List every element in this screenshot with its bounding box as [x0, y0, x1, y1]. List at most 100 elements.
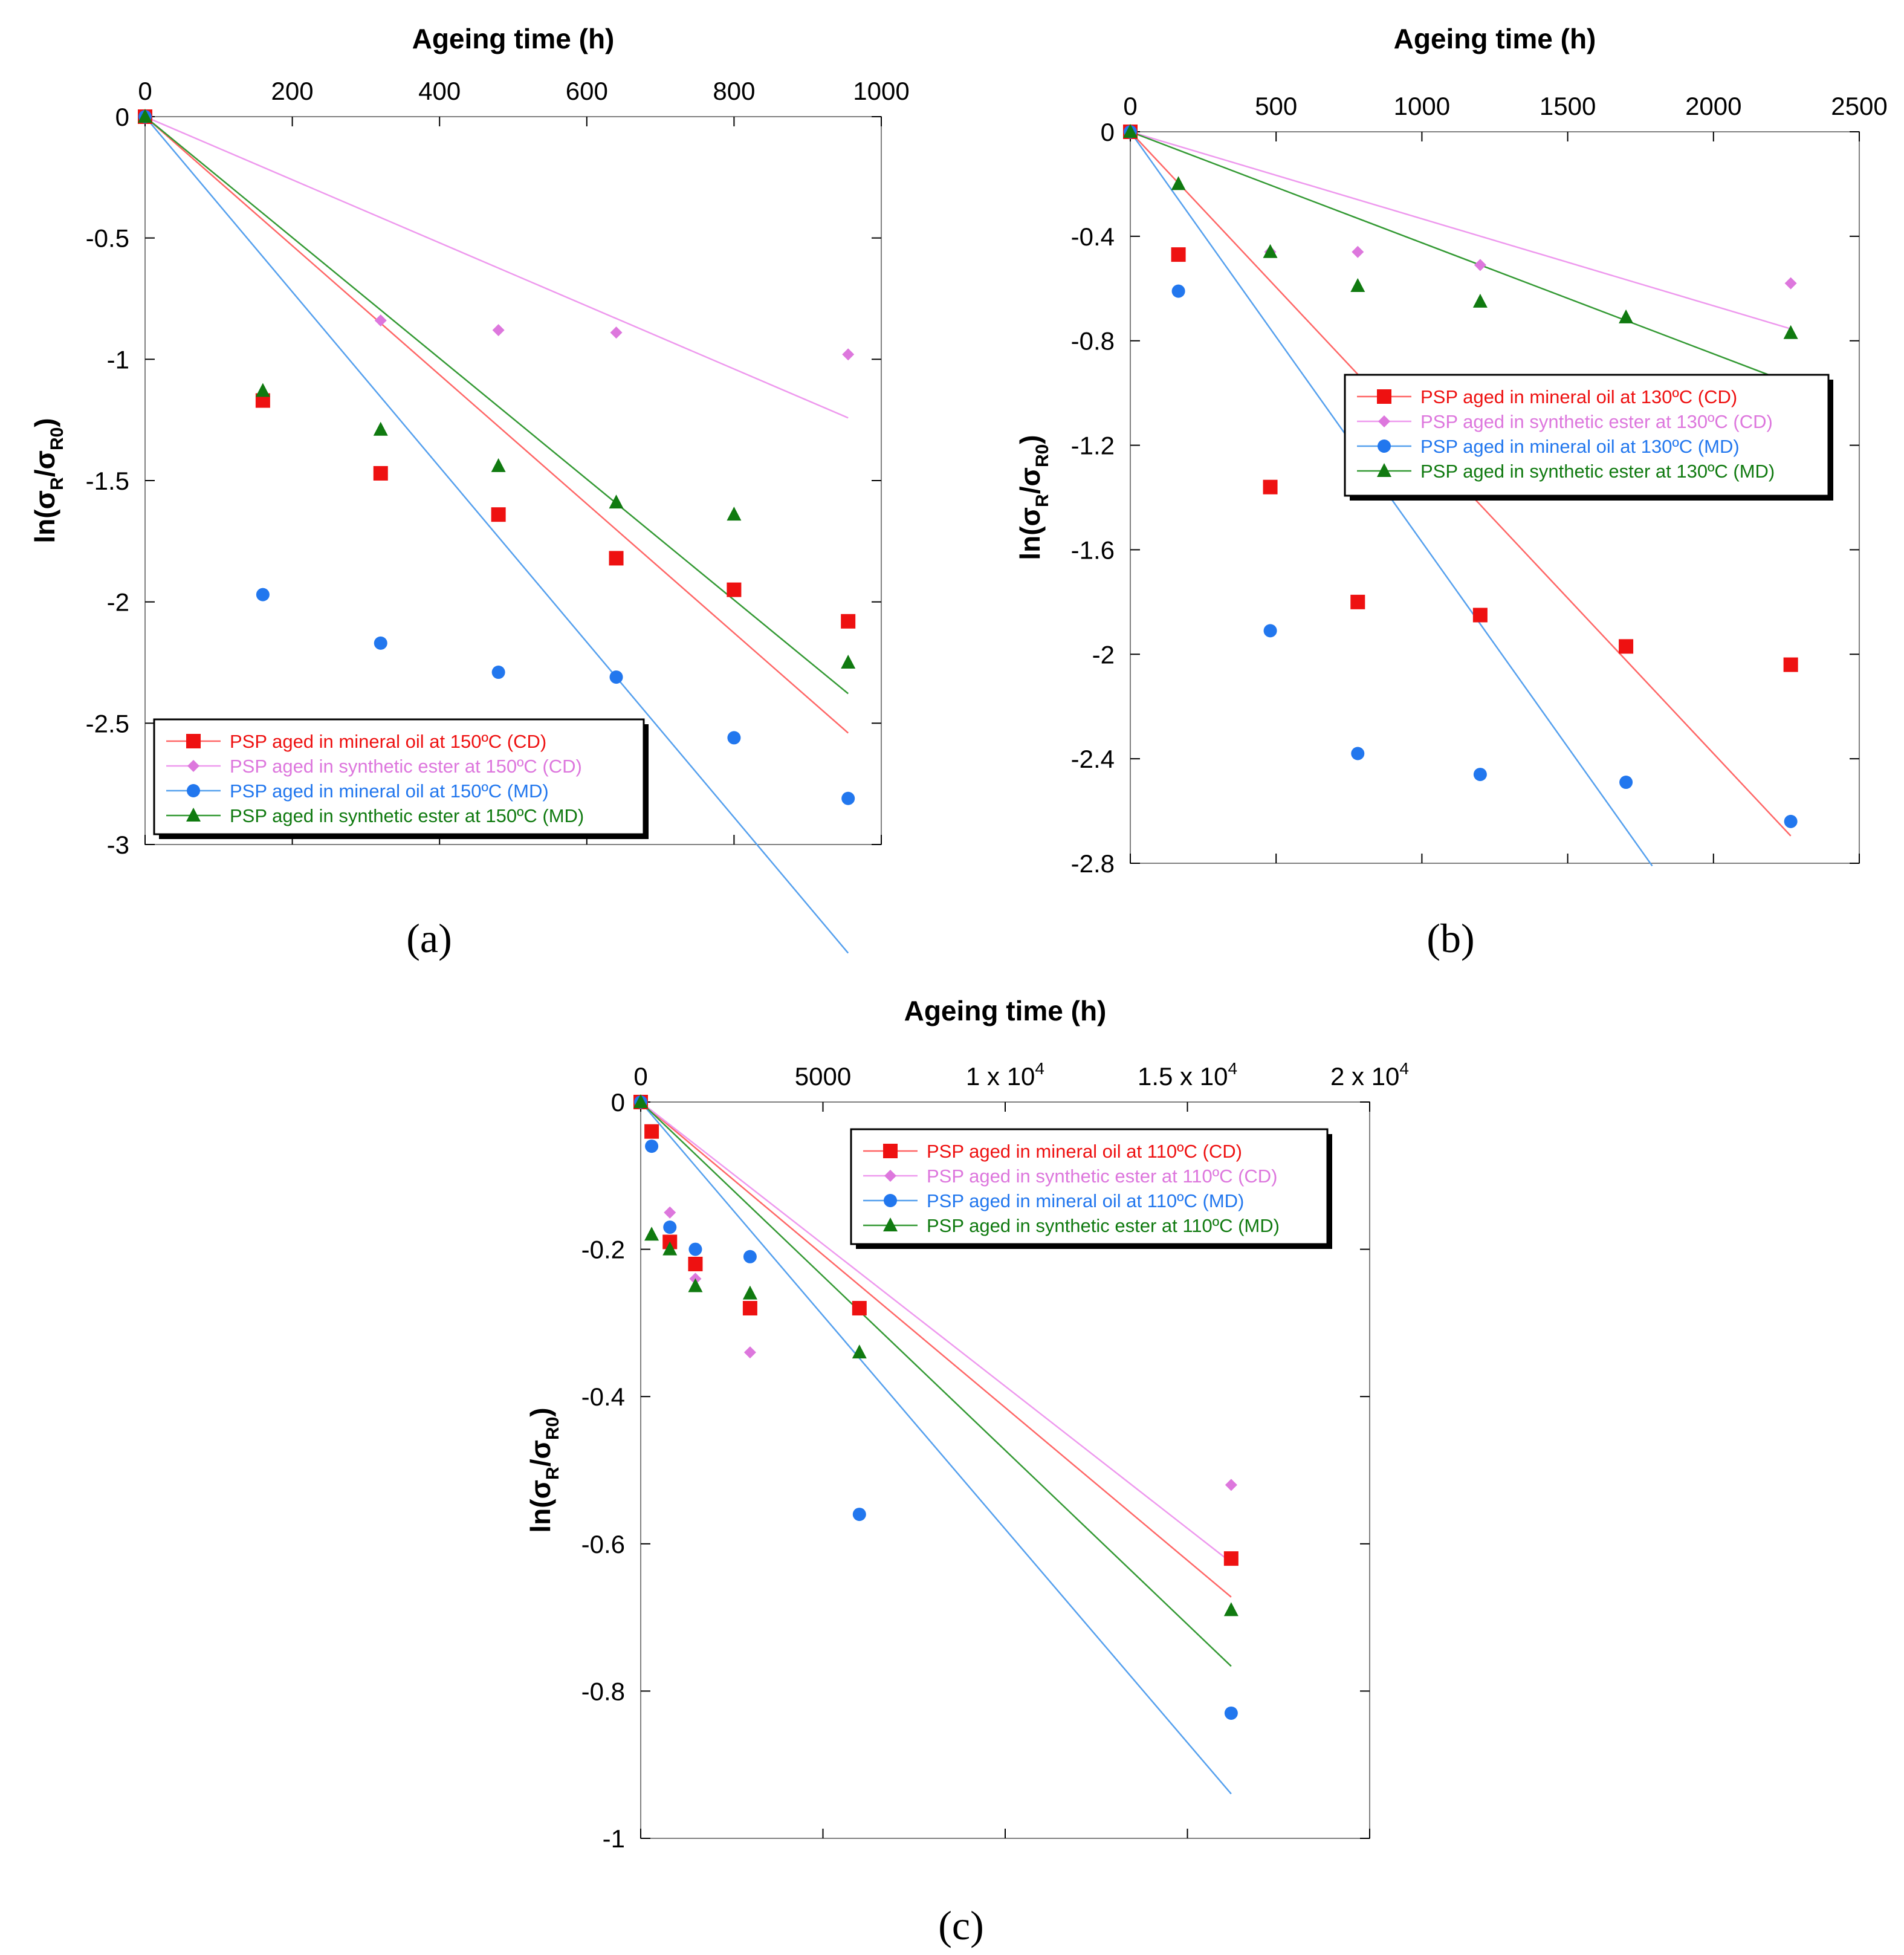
data-point — [491, 458, 506, 472]
y-tick-label: -0.6 — [581, 1530, 625, 1558]
data-point — [1784, 277, 1797, 290]
y-axis-title-part: ln(σ — [29, 490, 60, 543]
data-point — [1619, 639, 1634, 654]
data-point — [633, 1094, 648, 1108]
x-tick-label: 1000 — [1394, 92, 1450, 120]
data-point — [1473, 768, 1487, 782]
fit-line-2 — [640, 1101, 1232, 1795]
data-point — [1472, 608, 1488, 623]
y-tick-label: -2.8 — [1071, 849, 1115, 878]
data-point — [664, 1206, 676, 1219]
x-tick-label: 5000 — [795, 1062, 851, 1091]
legend-label: PSP aged in mineral oil at 110ºC (MD) — [927, 1190, 1244, 1211]
y-axis-title-part: /σ — [525, 1440, 556, 1467]
panel-label: (a) — [406, 915, 452, 961]
y-tick-label: -1 — [603, 1824, 625, 1853]
legend-label: PSP aged in synthetic ester at 110ºC (CD… — [927, 1166, 1278, 1187]
data-point — [1619, 776, 1633, 789]
legend-marker — [186, 808, 201, 822]
fit-line-3 — [144, 116, 849, 695]
plot-frame — [1130, 131, 1860, 864]
data-point — [374, 636, 387, 650]
legend-marker — [1378, 439, 1391, 453]
data-point — [644, 1227, 659, 1241]
y-axis-title-subscript: R0 — [543, 1417, 563, 1440]
data-point — [645, 1140, 659, 1153]
data-point — [491, 507, 506, 522]
data-point — [743, 1346, 756, 1359]
x-tick-label: 2000 — [1685, 92, 1741, 120]
y-tick-label: -2.4 — [1071, 745, 1115, 773]
data-point — [743, 1250, 757, 1263]
data-point — [255, 383, 270, 397]
x-tick-label: 2500 — [1831, 92, 1887, 120]
data-point — [1263, 624, 1277, 638]
fit-line-3 — [1130, 131, 1792, 384]
fit-line-0 — [640, 1101, 1232, 1598]
chart-1: 0 500 1000 1500 2000 2500 0 -0.4 -0.8 -1.2 -1.6 -2 -… — [1014, 23, 1888, 961]
legend-label: PSP aged in synthetic ester at 130ºC (MD… — [1420, 461, 1775, 482]
x-tick-label: 1500 — [1540, 92, 1596, 120]
data-point — [1783, 325, 1798, 339]
y-tick-label: 0 — [611, 1088, 625, 1117]
series-1 — [139, 111, 855, 361]
y-tick-label: -3 — [107, 831, 129, 859]
data-point — [688, 1242, 702, 1256]
fit-line-1 — [144, 115, 849, 419]
x-tick-label: 1000 — [853, 77, 909, 105]
x-tick-exponent: 4 — [1228, 1059, 1237, 1078]
x-axis-title: Ageing time (h) — [1394, 23, 1596, 54]
data-point — [663, 1221, 677, 1234]
y-tick-label: -2 — [107, 588, 129, 617]
series-3 — [1123, 124, 1798, 339]
y-axis-title-subscript: R0 — [47, 427, 67, 450]
data-point — [1472, 293, 1488, 308]
legend-box — [850, 1128, 1329, 1245]
legend: PSP aged in mineral oil at 110ºC (CD) PSP… — [850, 1128, 1332, 1249]
series-0 — [138, 109, 856, 629]
legend-marker — [186, 734, 201, 748]
x-tick-label: 0 — [633, 1062, 647, 1091]
x-tick-label: 800 — [713, 77, 755, 105]
x-tick-label: 1 x 104 — [966, 1059, 1044, 1091]
data-point — [841, 655, 856, 669]
legend-marker — [883, 1217, 898, 1231]
data-point — [609, 494, 624, 509]
data-point — [841, 614, 856, 629]
data-point — [609, 670, 623, 684]
legend-label: PSP aged in synthetic ester at 130ºC (CD… — [1420, 411, 1773, 432]
data-point — [852, 1508, 866, 1522]
data-point — [1263, 244, 1278, 258]
legend-label: PSP aged in mineral oil at 130ºC (MD) — [1420, 436, 1740, 457]
legend-marker — [1377, 463, 1391, 477]
data-point — [1352, 245, 1364, 258]
x-tick-label: 500 — [1255, 92, 1297, 120]
data-point — [1223, 1602, 1239, 1616]
y-tick-label: -0.2 — [581, 1236, 625, 1264]
y-tick-label: 0 — [1101, 118, 1115, 146]
legend-marker — [1377, 389, 1391, 404]
legend: PSP aged in mineral oil at 150ºC (CD) PSP… — [153, 718, 649, 839]
chart-2: 0 5000 1 x 104 1.5 x 104 2 x 104 0 -0.2 -0.4 -0.… — [525, 995, 1409, 1948]
data-point — [1351, 747, 1365, 760]
data-point — [491, 666, 505, 679]
data-point — [842, 348, 855, 361]
y-tick-label: 0 — [115, 103, 129, 131]
x-tick-label: 400 — [418, 77, 461, 105]
x-tick-label: 200 — [271, 77, 314, 105]
series-3 — [633, 1094, 1239, 1616]
x-axis-title: Ageing time (h) — [412, 23, 615, 54]
series-2 — [634, 1095, 1238, 1720]
legend-marker — [883, 1144, 898, 1158]
fit-line-1 — [1130, 131, 1791, 330]
y-axis-title-part: ln(σ — [1014, 507, 1046, 560]
data-point — [1783, 657, 1798, 672]
series-3 — [138, 109, 856, 669]
y-tick-label: -1.2 — [1071, 432, 1115, 460]
series-0 — [1123, 125, 1798, 672]
fit-line-3 — [640, 1101, 1232, 1667]
y-axis-title-subscript: R — [1032, 494, 1052, 507]
y-tick-label: -0.8 — [581, 1677, 625, 1705]
legend-marker — [1378, 415, 1390, 427]
